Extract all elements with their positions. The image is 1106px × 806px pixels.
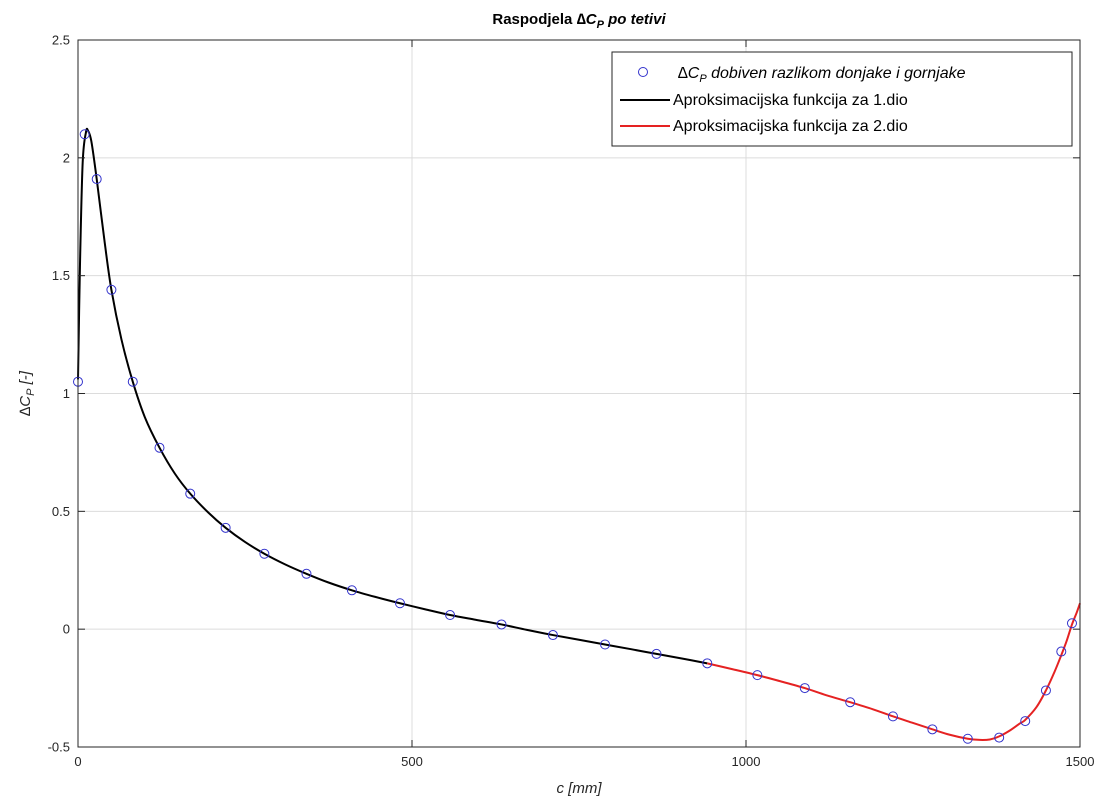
data-point	[994, 732, 1005, 743]
data-point	[962, 733, 973, 744]
y-tick-label: 2	[63, 150, 70, 165]
y-axis-label: ∆CP [-]	[17, 370, 37, 416]
data-point	[600, 639, 611, 650]
axis-ticks: 0 500 1000 1500 -0.5 0 0.5 1 1.5 2 2.5	[48, 33, 1095, 770]
data-point	[651, 648, 662, 659]
legend-label-part2: Aproksimacijska funkcija za 2.dio	[673, 118, 908, 135]
series-line-part2	[707, 602, 1081, 741]
data-point	[394, 598, 405, 609]
data-point	[1040, 685, 1051, 696]
data-point	[346, 585, 357, 596]
y-tick-label: 0	[63, 622, 70, 637]
data-point	[1066, 618, 1077, 629]
x-tick-label: 0	[74, 754, 81, 769]
data-point	[752, 670, 763, 681]
data-point	[220, 522, 231, 533]
series-layer	[73, 127, 1081, 744]
data-point	[445, 610, 456, 621]
y-tick-label: 1.5	[52, 268, 70, 283]
legend-label-measured: ∆CP dobiven razlikom donjake i gornjake	[678, 65, 966, 85]
chart-title: Raspodjela ∆CP po tetivi	[492, 11, 666, 31]
x-tick-label: 1500	[1066, 754, 1095, 769]
data-point	[106, 284, 117, 295]
data-point	[154, 442, 165, 453]
data-point	[496, 619, 507, 630]
data-point	[301, 568, 312, 579]
data-point	[259, 548, 270, 559]
data-point	[127, 376, 138, 387]
data-point	[927, 724, 938, 735]
data-point	[887, 711, 898, 722]
data-point	[1020, 716, 1031, 727]
x-tick-label: 1000	[732, 754, 761, 769]
data-point	[799, 683, 810, 694]
data-point	[91, 174, 102, 185]
y-tick-label: 1	[63, 386, 70, 401]
legend-box	[611, 51, 1073, 147]
data-point	[79, 129, 90, 140]
legend-marker-measured	[638, 67, 648, 77]
series-line-part1	[77, 127, 708, 665]
x-axis-label: c [mm]	[557, 780, 603, 797]
data-point	[1056, 646, 1067, 657]
y-tick-label: 2.5	[52, 33, 70, 48]
data-point	[702, 658, 713, 669]
grid	[78, 40, 1080, 747]
legend: ∆CP dobiven razlikom donjake i gornjake …	[611, 51, 1073, 147]
data-point	[547, 630, 558, 641]
y-tick-label: 0.5	[52, 504, 70, 519]
data-point	[845, 697, 856, 708]
x-tick-label: 500	[401, 754, 423, 769]
data-point	[185, 488, 196, 499]
legend-label-part1: Aproksimacijska funkcija za 1.dio	[673, 92, 908, 109]
y-tick-label: -0.5	[48, 740, 70, 755]
